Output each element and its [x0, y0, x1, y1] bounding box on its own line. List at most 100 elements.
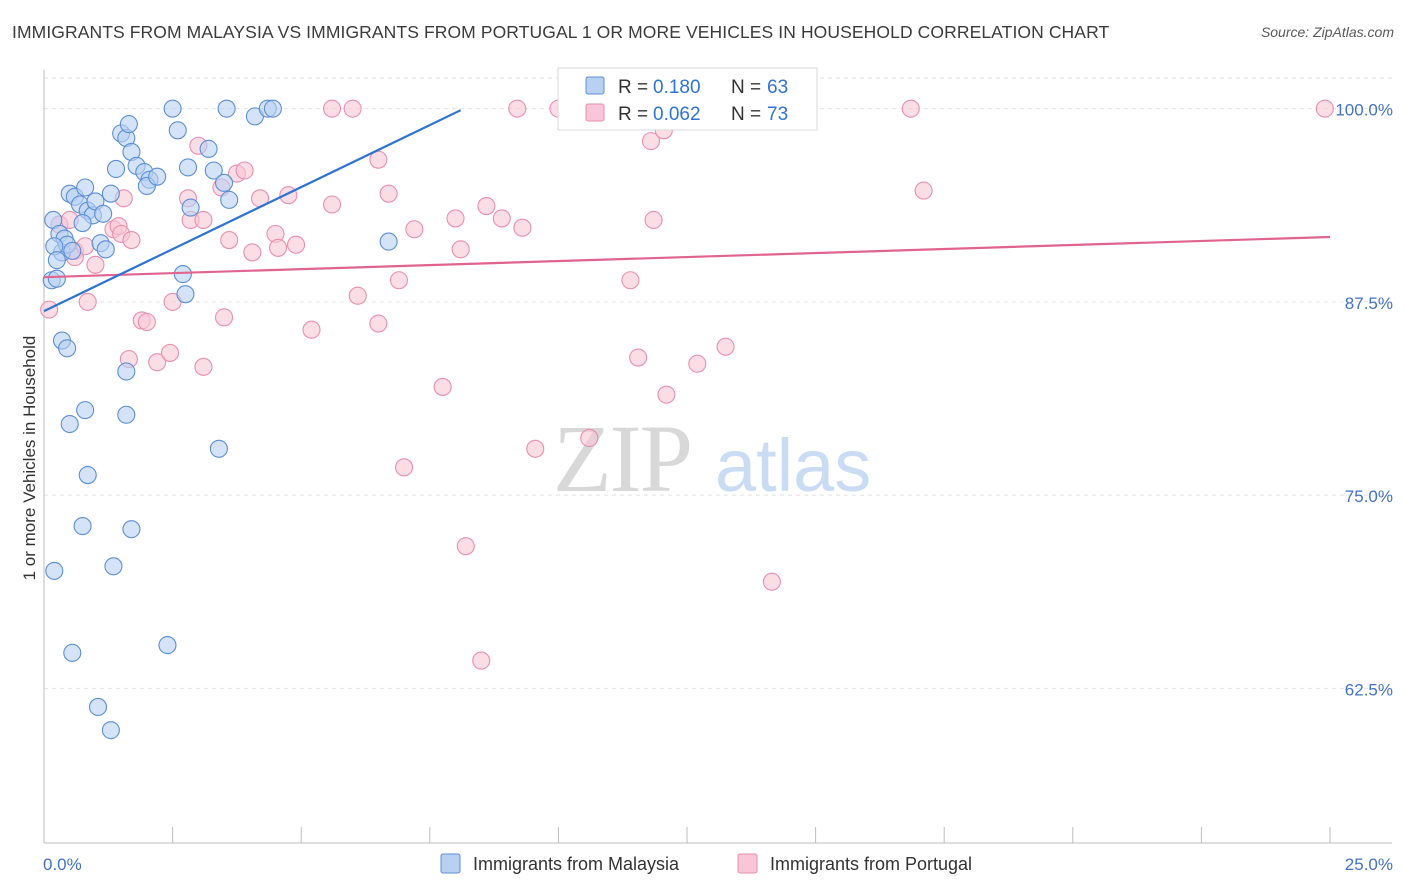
malaysia-point	[168, 121, 187, 140]
portugal-point	[456, 537, 475, 556]
portugal-point	[513, 218, 532, 237]
portugal-point	[492, 209, 511, 228]
portugal-point	[323, 195, 342, 214]
portugal-point	[86, 255, 105, 274]
portugal-point	[451, 240, 470, 259]
malaysia-point	[122, 520, 141, 539]
malaysia-point	[204, 161, 223, 180]
portugal-point	[762, 572, 781, 591]
malaysia-point	[178, 158, 198, 177]
y-tick-label: 75.0%	[1345, 487, 1393, 506]
malaysia-point	[104, 557, 123, 576]
portugal-point	[688, 354, 707, 373]
malaysia-point	[220, 190, 239, 209]
series-legend: Immigrants from Malaysia Immigrants from…	[440, 853, 972, 874]
portugal-point	[477, 196, 496, 216]
malaysia-point	[76, 178, 95, 197]
malaysia-point	[181, 198, 200, 217]
malaysia-point	[217, 99, 236, 118]
series-legend-swatch-malaysia	[440, 853, 461, 874]
portugal-point	[194, 357, 213, 376]
watermark-atlas: atlas	[715, 424, 871, 507]
malaysia-point	[88, 697, 108, 717]
portugal-point	[369, 314, 388, 333]
malaysia-point	[73, 517, 92, 536]
malaysia-point	[119, 115, 138, 134]
portugal-point	[433, 377, 452, 396]
portugal-point	[508, 99, 527, 118]
portugal-point	[621, 271, 640, 290]
malaysia-point	[209, 439, 228, 458]
portugal-point	[194, 210, 213, 230]
portugal-point	[641, 132, 661, 151]
trend-line-malaysia	[43, 109, 462, 313]
malaysia-point	[60, 414, 79, 434]
malaysia-point	[45, 561, 64, 580]
malaysia-point	[117, 405, 136, 424]
legend-r-label-malaysia: R =	[618, 77, 648, 98]
y-tick-label: 62.5%	[1345, 680, 1393, 699]
malaysia-point	[78, 466, 97, 485]
portugal-point	[343, 99, 362, 118]
portugal-point	[137, 312, 156, 332]
malaysia-point	[214, 173, 234, 192]
malaysia-point	[47, 251, 66, 270]
malaysia-point	[63, 643, 82, 662]
x-tick-label-max: 25.0%	[1345, 855, 1393, 874]
y-tick-label: 87.5%	[1345, 294, 1393, 313]
portugal-point	[379, 184, 398, 203]
source-label: Source: ZipAtlas.com	[1260, 24, 1394, 40]
malaysia-point	[101, 184, 120, 203]
portugal-point	[214, 308, 234, 327]
portugal-point	[302, 320, 321, 339]
series-legend-label-malaysia: Immigrants from Malaysia	[473, 854, 680, 874]
malaysia-point	[163, 99, 182, 118]
malaysia-point	[47, 269, 66, 288]
malaysia-point	[106, 159, 126, 178]
portugal-point	[287, 235, 306, 254]
portugal-point	[629, 348, 648, 367]
malaysia-point	[96, 240, 115, 259]
portugal-point	[235, 161, 254, 180]
portugal-point	[243, 243, 262, 262]
portugal-point	[914, 181, 933, 200]
malaysia-point	[158, 636, 177, 655]
portugal-point	[580, 428, 599, 447]
axes	[43, 70, 1392, 844]
y-tick-labels: 100.0% 87.5% 75.0% 62.5%	[1335, 101, 1393, 700]
portugal-point	[405, 220, 424, 239]
y-tick-label: 100.0%	[1335, 101, 1393, 120]
legend-r-value-malaysia: 0.180	[653, 77, 701, 98]
trend-line-portugal	[43, 235, 1331, 279]
series-malaysia-points	[42, 99, 398, 740]
malaysia-point	[63, 241, 82, 260]
portugal-point	[348, 286, 367, 305]
correlation-legend: R = 0.180 N = 63 R = 0.062 N = 73	[557, 67, 818, 131]
series-legend-swatch-portugal	[737, 853, 758, 874]
legend-r-label-portugal: R =	[618, 104, 648, 125]
malaysia-point	[58, 339, 77, 358]
legend-swatch-portugal	[585, 103, 605, 122]
portugal-point	[160, 343, 180, 362]
portugal-point	[323, 99, 342, 118]
portugal-point	[526, 439, 545, 458]
y-axis-label: 1 or more Vehicles in Household	[20, 336, 39, 581]
portugal-point	[389, 271, 408, 290]
portugal-point	[220, 231, 239, 250]
portugal-point	[269, 238, 288, 257]
malaysia-point	[379, 232, 398, 251]
legend-n-value-portugal: 73	[767, 104, 788, 125]
portugal-point	[901, 99, 920, 118]
legend-n-label-malaysia: N =	[731, 77, 761, 98]
portugal-point	[122, 231, 141, 250]
series-legend-label-portugal: Immigrants from Portugal	[770, 854, 972, 874]
malaysia-point	[148, 167, 167, 186]
watermark-zip: ZIP	[553, 405, 691, 512]
portugal-point	[395, 458, 414, 477]
malaysia-point	[117, 362, 136, 381]
malaysia-point	[94, 204, 113, 223]
portugal-point	[644, 210, 663, 230]
portugal-point	[716, 337, 735, 356]
chart-title: IMMIGRANTS FROM MALAYSIA VS IMMIGRANTS F…	[12, 22, 1110, 42]
